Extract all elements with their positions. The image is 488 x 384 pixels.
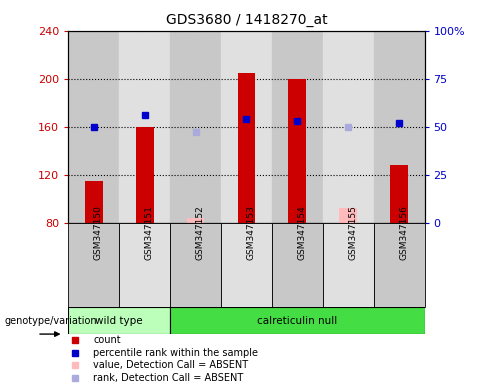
Text: GSM347153: GSM347153 (246, 205, 255, 260)
Bar (170, 307, 425, 334)
Bar (85, 181, 102, 223)
Bar (68, 223, 119, 307)
Bar (272, 223, 323, 307)
Text: GSM347151: GSM347151 (144, 205, 154, 260)
Text: calreticulin null: calreticulin null (257, 316, 338, 326)
Bar (374, 31, 425, 223)
Text: GSM347155: GSM347155 (348, 205, 357, 260)
Text: percentile rank within the sample: percentile rank within the sample (93, 348, 258, 358)
Title: GDS3680 / 1418270_at: GDS3680 / 1418270_at (165, 13, 327, 27)
Text: rank, Detection Call = ABSENT: rank, Detection Call = ABSENT (93, 373, 244, 383)
Bar (170, 31, 221, 223)
Bar (390, 165, 408, 223)
Bar (221, 223, 272, 307)
Bar (136, 127, 154, 223)
Text: GSM347150: GSM347150 (94, 205, 103, 260)
Text: GSM347156: GSM347156 (399, 205, 408, 260)
Bar (339, 208, 357, 223)
Bar (323, 223, 374, 307)
Bar (221, 31, 272, 223)
Text: value, Detection Call = ABSENT: value, Detection Call = ABSENT (93, 360, 248, 370)
Bar (288, 79, 306, 223)
Text: genotype/variation: genotype/variation (5, 316, 98, 326)
Bar (272, 31, 323, 223)
Bar (238, 73, 255, 223)
Text: GSM347154: GSM347154 (297, 205, 306, 260)
Bar (68, 307, 170, 334)
Bar (323, 31, 374, 223)
Bar (186, 218, 204, 223)
Bar (119, 31, 170, 223)
Bar (119, 223, 170, 307)
Text: count: count (93, 335, 121, 345)
Text: wild type: wild type (95, 316, 143, 326)
Text: GSM347152: GSM347152 (196, 205, 204, 260)
Bar (170, 223, 221, 307)
Bar (68, 31, 119, 223)
Bar (374, 223, 425, 307)
